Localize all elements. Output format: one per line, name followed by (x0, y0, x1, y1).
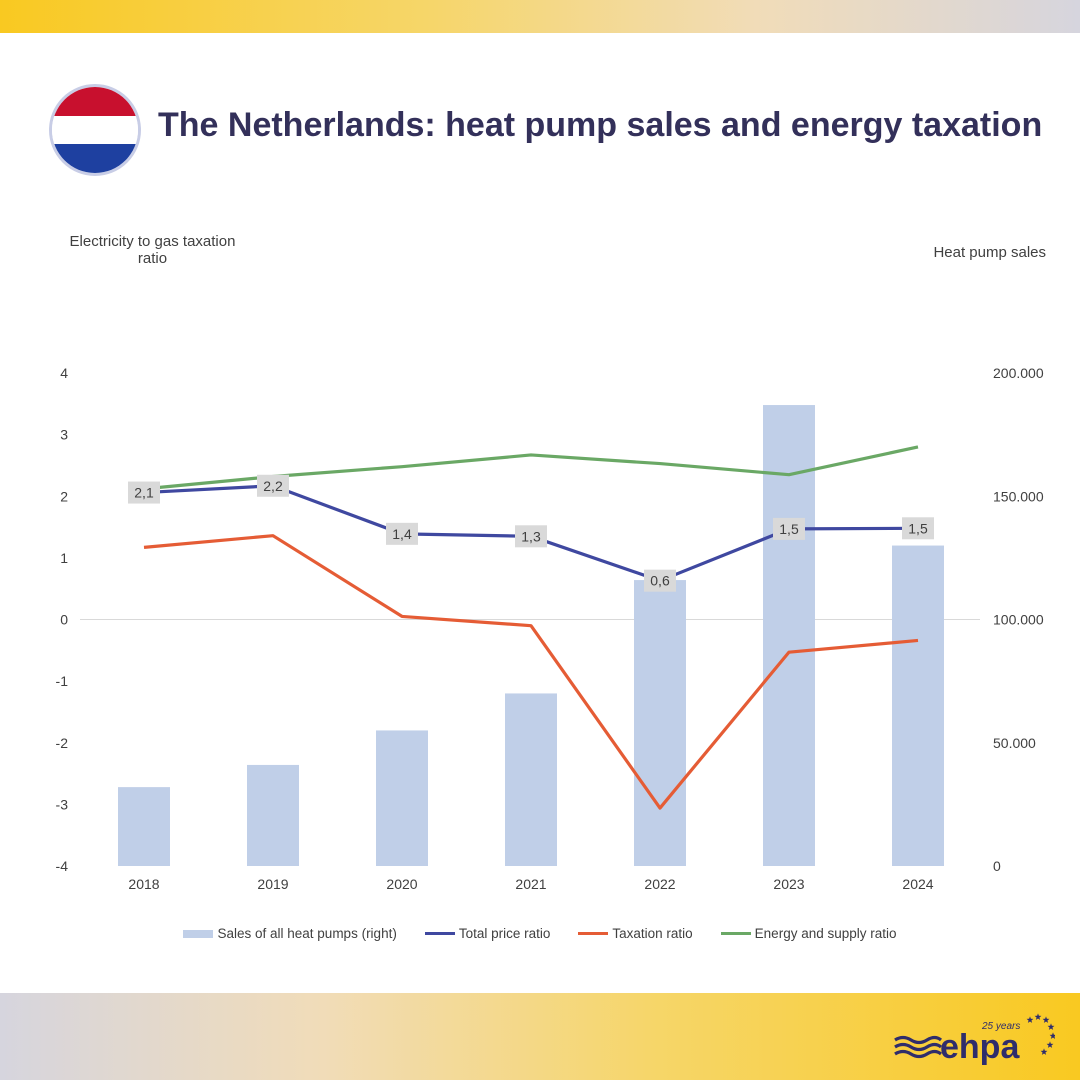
legend-label: Taxation ratio (612, 926, 693, 941)
legend-swatch (578, 932, 609, 935)
legend-swatch (424, 932, 455, 935)
bar-2020 (376, 730, 428, 866)
ehpa-logo: ehpa 25 years (894, 1013, 1055, 1066)
legend-label: Sales of all heat pumps (right) (217, 926, 397, 941)
left-tick-label: -2 (56, 735, 69, 751)
left-axis-title: Electricity to gas taxation ratio (69, 233, 236, 267)
right-tick-label: 50.000 (993, 735, 1036, 751)
x-tick-label: 2019 (257, 876, 288, 892)
legend-item: Total price ratio (424, 926, 551, 941)
star-icon (1046, 1041, 1054, 1048)
star-icon (1034, 1013, 1042, 1020)
x-tick-label: 2024 (902, 876, 933, 892)
legend-label: Energy and supply ratio (754, 926, 897, 941)
left-tick-label: -3 (56, 796, 69, 812)
bar-2021 (505, 693, 557, 866)
data-label: 1,5 (779, 521, 799, 537)
data-label-bg (128, 481, 160, 504)
right-tick-label: 150.000 (993, 488, 1044, 504)
data-label: 2,1 (134, 485, 154, 501)
bar-2024 (892, 545, 944, 866)
left-tick-label: 0 (60, 612, 68, 628)
legend-label: Total price ratio (458, 926, 551, 941)
data-label-bg (644, 569, 676, 592)
star-icon (1047, 1023, 1055, 1030)
data-label-bg (386, 522, 418, 545)
data-label-bg (515, 525, 547, 548)
data-label-bg (902, 517, 934, 540)
legend-item: Taxation ratio (578, 926, 693, 941)
top-gradient-bar (0, 0, 1080, 33)
right-axis-title: Heat pump sales (933, 244, 1046, 261)
data-label: 1,4 (392, 526, 412, 542)
left-tick-label: 4 (60, 365, 68, 381)
left-tick-label: 3 (60, 427, 68, 443)
data-label: 0,6 (650, 573, 670, 589)
data-label: 1,5 (908, 520, 928, 536)
star-icon (1040, 1048, 1048, 1055)
x-tick-label: 2018 (128, 876, 159, 892)
star-icon (1026, 1016, 1034, 1023)
data-label: 1,3 (521, 528, 541, 544)
bar-2023 (763, 405, 815, 866)
legend-item: Energy and supply ratio (720, 926, 897, 941)
left-tick-label: 2 (60, 488, 68, 504)
eu-stars-icon (1026, 1013, 1055, 1055)
x-tick-label: 2023 (773, 876, 804, 892)
chart: 4 3 2 1 0 -1 -2 -3 -4 200.000 150.000 100.000 50.000… (56, 365, 1044, 892)
star-icon (1049, 1032, 1055, 1039)
left-tick-label: -1 (56, 673, 69, 689)
waves-icon (894, 1035, 943, 1059)
left-tick-label: 1 (60, 550, 68, 566)
x-tick-label: 2021 (515, 876, 546, 892)
data-label-bg (257, 474, 289, 497)
right-tick-label: 0 (993, 858, 1001, 874)
right-tick-label: 100.000 (993, 612, 1044, 628)
data-label: 2,2 (263, 478, 283, 494)
page-title: The Netherlands: heat pump sales and ene… (158, 106, 1043, 144)
legend-item: Sales of all heat pumps (right) (183, 926, 397, 941)
star-icon (1042, 1016, 1050, 1023)
x-tick-label: 2022 (644, 876, 675, 892)
legend-swatch (720, 932, 751, 935)
legend-swatch (183, 929, 214, 938)
logo-text: ehpa (940, 1028, 1020, 1066)
bar-2018 (118, 787, 170, 866)
right-tick-label: 200.000 (993, 365, 1044, 381)
x-tick-label: 2020 (386, 876, 417, 892)
data-label-bg (773, 517, 805, 540)
legend: Sales of all heat pumps (right) Total pri… (0, 926, 1080, 941)
bar-2022 (634, 580, 686, 866)
logo-subtitle: 25 years (981, 1021, 1020, 1032)
bar-2019 (247, 764, 299, 866)
left-tick-label: -4 (56, 858, 69, 874)
